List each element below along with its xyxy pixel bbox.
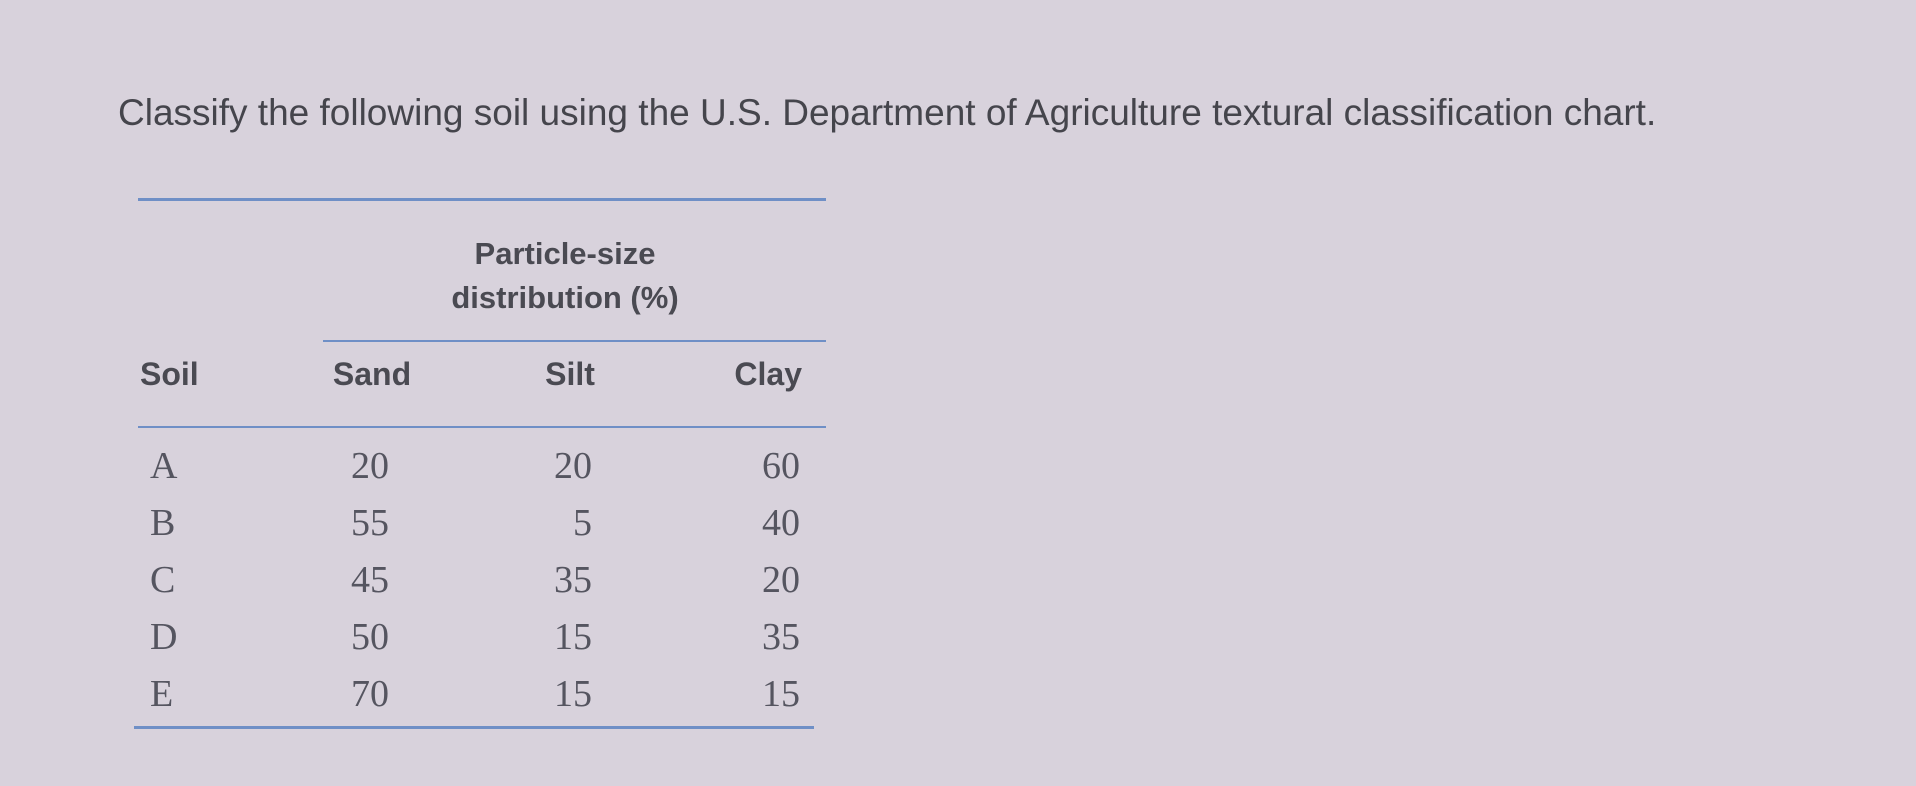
soil-label: D — [150, 616, 178, 658]
column-header: Sand — [332, 356, 412, 392]
table-cell: 70 — [351, 673, 389, 715]
table-cell: 55 — [351, 502, 389, 544]
table-cell: 40 — [762, 502, 800, 544]
soil-label: A — [150, 445, 178, 487]
group-rule — [323, 340, 826, 342]
header-rule — [138, 426, 826, 428]
table-cell: 35 — [762, 616, 800, 658]
table-cell: 20 — [554, 445, 592, 487]
table-cell: 45 — [351, 559, 389, 601]
soil-label: C — [150, 559, 176, 601]
group-header: Particle-size distribution (%) — [451, 236, 679, 315]
table-cell: 35 — [554, 559, 592, 601]
table-cell: 60 — [762, 445, 800, 487]
table-bottom-rule — [134, 726, 814, 729]
table-cell: 20 — [762, 559, 800, 601]
soil-label: E — [150, 673, 174, 715]
table-cell: 50 — [351, 616, 389, 658]
column-header: Soil — [140, 356, 199, 392]
soil-label: B — [150, 502, 176, 544]
table-cell: 15 — [762, 673, 800, 715]
prompt: Classify the following soil using the U.… — [118, 92, 1657, 133]
table-cell: 15 — [554, 616, 592, 658]
table-cell: 20 — [351, 445, 389, 487]
column-header: Clay — [734, 356, 802, 392]
table-cell: 15 — [554, 673, 592, 715]
column-header: Silt — [545, 356, 595, 392]
table-cell: 5 — [573, 502, 592, 544]
table-top-rule — [138, 198, 826, 201]
